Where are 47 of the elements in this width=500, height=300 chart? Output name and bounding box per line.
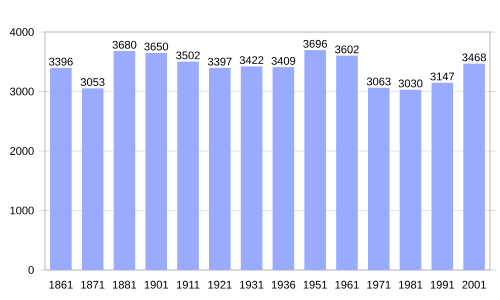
x-tick-label: 1981 (399, 280, 422, 289)
bar (240, 66, 262, 270)
x-tick-label: 1871 (81, 280, 104, 289)
bar (304, 50, 326, 270)
y-tick-label: 4000 (10, 28, 34, 36)
bar (177, 62, 199, 270)
data-label: 3696 (303, 40, 327, 48)
data-label: 3680 (112, 40, 136, 49)
data-label: 3397 (208, 58, 232, 66)
data-label: 3147 (430, 72, 454, 80)
bar (50, 68, 72, 270)
x-tick-label: 2001 (462, 280, 486, 289)
data-label: 3502 (176, 51, 200, 60)
data-label: 3063 (366, 78, 391, 86)
bar (272, 67, 294, 270)
bar (114, 51, 136, 270)
x-tick-label: 1971 (367, 280, 391, 289)
data-label: 3030 (398, 80, 422, 88)
bar (82, 88, 104, 270)
x-tick-label: 1961 (336, 280, 359, 289)
x-tick-label: 1936 (272, 280, 296, 289)
y-tick-label: 3000 (10, 88, 34, 96)
x-tick-label: 1911 (176, 280, 200, 289)
x-tick-label: 1881 (113, 280, 136, 289)
y-tick-label: 1000 (10, 206, 34, 214)
bar (336, 56, 358, 270)
y-tick-label: 0 (28, 266, 34, 274)
y-tick-label: 2000 (10, 147, 34, 155)
data-label: 3650 (144, 42, 168, 50)
x-tick-label: 1951 (304, 280, 327, 289)
x-tick-label: 1931 (240, 280, 264, 289)
data-label: 3053 (80, 78, 104, 86)
bar (209, 68, 231, 270)
x-tick-label: 1861 (49, 280, 73, 289)
x-tick-label: 1921 (208, 280, 232, 289)
data-label: 3468 (462, 53, 486, 62)
x-tick-label: 1901 (144, 280, 168, 289)
bar (145, 52, 168, 270)
bar (400, 90, 422, 270)
bar (432, 82, 454, 270)
data-label: 3396 (48, 58, 73, 66)
data-label: 3422 (240, 56, 264, 64)
data-label: 3602 (335, 46, 359, 54)
bar (463, 64, 485, 270)
bar (368, 88, 390, 270)
data-label: 3409 (271, 56, 296, 65)
x-tick-label: 1991 (430, 280, 454, 289)
